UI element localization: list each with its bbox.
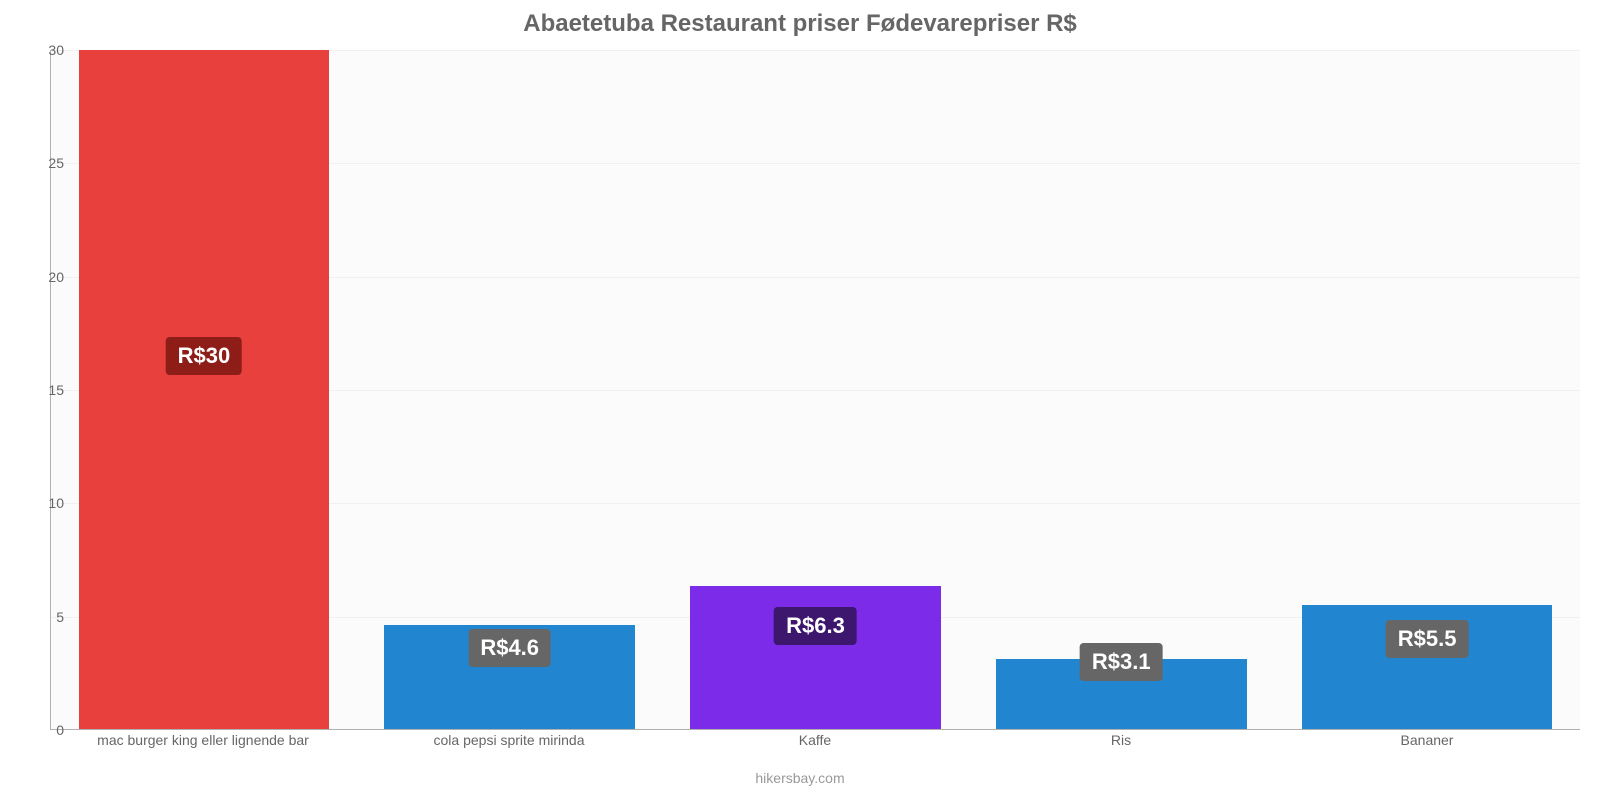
value-label: R$4.6 bbox=[468, 629, 551, 667]
x-tick-label: Ris bbox=[968, 732, 1274, 748]
bar-slot: R$3.1 bbox=[968, 50, 1274, 729]
value-label: R$3.1 bbox=[1080, 643, 1163, 681]
value-label: R$5.5 bbox=[1386, 620, 1469, 658]
x-axis-labels: mac burger king eller lignende barcola p… bbox=[50, 732, 1580, 748]
y-tick-label: 15 bbox=[24, 382, 64, 398]
x-tick-label: cola pepsi sprite mirinda bbox=[356, 732, 662, 748]
x-tick-label: mac burger king eller lignende bar bbox=[50, 732, 356, 748]
plot-area: R$30 R$4.6 R$6.3 R$3.1 R$5.5 bbox=[50, 50, 1580, 730]
price-bar-chart: Abaetetuba Restaurant priser Fødevarepri… bbox=[0, 0, 1600, 800]
bars-container: R$30 R$4.6 R$6.3 R$3.1 R$5.5 bbox=[51, 50, 1580, 729]
bar-slot: R$5.5 bbox=[1274, 50, 1580, 729]
x-tick-label: Kaffe bbox=[662, 732, 968, 748]
bar-slot: R$4.6 bbox=[357, 50, 663, 729]
y-tick-label: 25 bbox=[24, 155, 64, 171]
y-tick-label: 20 bbox=[24, 269, 64, 285]
value-label: R$30 bbox=[166, 337, 243, 375]
chart-title: Abaetetuba Restaurant priser Fødevarepri… bbox=[0, 10, 1600, 38]
value-label: R$6.3 bbox=[774, 607, 857, 645]
x-tick-label: Bananer bbox=[1274, 732, 1580, 748]
chart-source: hikersbay.com bbox=[0, 770, 1600, 786]
y-tick-label: 30 bbox=[24, 42, 64, 58]
bar-slot: R$30 bbox=[51, 50, 357, 729]
bar bbox=[79, 50, 330, 729]
y-tick-label: 5 bbox=[24, 609, 64, 625]
bar-slot: R$6.3 bbox=[663, 50, 969, 729]
y-tick-label: 10 bbox=[24, 495, 64, 511]
